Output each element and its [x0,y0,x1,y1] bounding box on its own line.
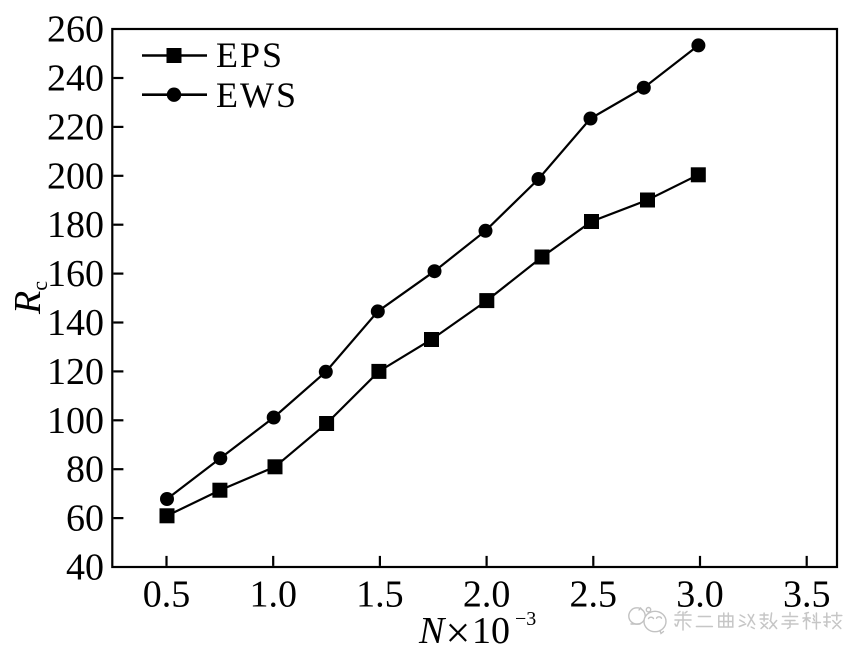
svg-text:1.0: 1.0 [249,574,297,616]
svg-text:10: 10 [472,610,510,652]
svg-text:0.5: 0.5 [143,574,191,616]
svg-text:240: 240 [47,58,104,100]
svg-text:3.0: 3.0 [676,574,724,616]
svg-text:EWS: EWS [216,75,298,115]
svg-text:180: 180 [47,204,104,246]
svg-text:1.5: 1.5 [356,574,404,616]
svg-text:60: 60 [66,498,104,540]
svg-text:EPS: EPS [216,35,284,75]
svg-text:Rc: Rc [7,281,52,315]
svg-text:40: 40 [66,547,104,589]
svg-text:2.5: 2.5 [570,574,618,616]
svg-text:×: × [446,609,471,656]
svg-text:120: 120 [47,351,104,393]
svg-text:220: 220 [47,106,104,148]
svg-text:−3: −3 [515,608,536,630]
svg-text:100: 100 [47,400,104,442]
svg-text:200: 200 [47,155,104,197]
svg-text:2.0: 2.0 [463,574,511,616]
svg-text:3.5: 3.5 [783,574,831,616]
svg-text:140: 140 [47,302,104,344]
svg-text:260: 260 [47,9,104,51]
svg-text:N: N [418,610,447,652]
svg-text:160: 160 [47,253,104,295]
svg-text:80: 80 [66,449,104,491]
